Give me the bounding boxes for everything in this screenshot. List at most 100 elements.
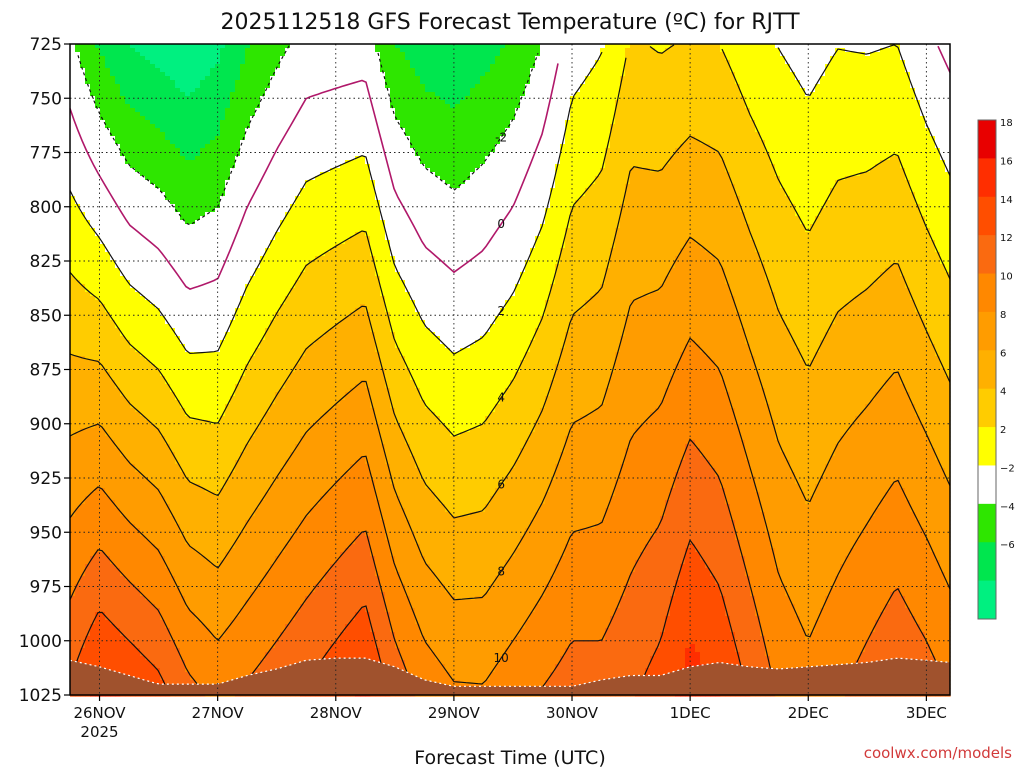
temperature-cell xyxy=(125,648,131,653)
temperature-cell xyxy=(90,344,96,349)
temperature-cell xyxy=(145,288,151,293)
temperature-cell xyxy=(135,452,141,457)
temperature-cell xyxy=(140,212,146,217)
temperature-cell xyxy=(90,152,96,157)
temperature-cell xyxy=(205,668,211,673)
temperature-cell xyxy=(195,180,201,185)
temperature-cell xyxy=(130,116,136,121)
temperature-cell xyxy=(205,240,211,245)
temperature-cell xyxy=(85,44,91,49)
temperature-cell xyxy=(80,172,86,177)
temperature-cell xyxy=(165,196,171,201)
temperature-cell xyxy=(160,156,166,161)
temperature-cell xyxy=(160,216,166,221)
temperature-cell xyxy=(130,412,136,417)
temperature-cell xyxy=(145,472,151,477)
temperature-cell xyxy=(195,508,201,513)
temperature-cell xyxy=(160,576,166,581)
temperature-cell xyxy=(100,468,106,473)
temperature-cell xyxy=(195,92,201,97)
temperature-cell xyxy=(210,264,216,269)
temperature-cell xyxy=(205,60,211,65)
temperature-cell xyxy=(80,348,86,353)
temperature-cell xyxy=(120,540,126,545)
temperature-cell xyxy=(150,540,156,545)
temperature-cell xyxy=(200,504,206,509)
temperature-cell xyxy=(155,420,161,425)
temperature-cell xyxy=(205,444,211,449)
temperature-cell xyxy=(160,652,166,657)
temperature-cell xyxy=(80,340,86,345)
temperature-cell xyxy=(220,308,226,313)
temperature-cell xyxy=(220,316,226,321)
temperature-cell xyxy=(170,116,176,121)
temperature-cell xyxy=(120,364,126,369)
temperature-cell xyxy=(80,76,86,81)
temperature-cell xyxy=(125,668,131,673)
temperature-cell xyxy=(110,284,116,289)
temperature-cell xyxy=(130,268,136,273)
temperature-cell xyxy=(210,592,216,597)
temperature-cell xyxy=(195,128,201,133)
temperature-cell xyxy=(195,376,201,381)
temperature-cell xyxy=(180,180,186,185)
temperature-cell xyxy=(185,348,191,353)
temperature-cell xyxy=(185,356,191,361)
temperature-cell xyxy=(200,672,206,677)
temperature-cell xyxy=(135,124,141,129)
temperature-cell xyxy=(105,468,111,473)
temperature-cell xyxy=(205,480,211,485)
temperature-cell xyxy=(135,660,141,665)
temperature-cell xyxy=(215,392,221,397)
temperature-cell xyxy=(215,388,221,393)
temperature-cell xyxy=(200,344,206,349)
temperature-cell xyxy=(100,596,106,601)
temperature-cell xyxy=(145,224,151,229)
temperature-cell xyxy=(105,500,111,505)
temperature-cell xyxy=(210,552,216,557)
temperature-cell xyxy=(170,280,176,285)
temperature-cell xyxy=(145,520,151,525)
temperature-cell xyxy=(75,60,81,65)
temperature-cell xyxy=(135,340,141,345)
temperature-cell xyxy=(205,560,211,565)
temperature-cell xyxy=(85,252,91,257)
temperature-cell xyxy=(200,620,206,625)
temperature-cell xyxy=(145,676,151,681)
temperature-cell xyxy=(95,268,101,273)
temperature-cell xyxy=(135,628,141,633)
temperature-cell xyxy=(130,292,136,297)
temperature-cell xyxy=(160,492,166,497)
temperature-cell xyxy=(210,412,216,417)
temperature-cell xyxy=(105,408,111,413)
temperature-cell xyxy=(70,452,76,457)
temperature-cell xyxy=(75,236,81,241)
temperature-cell xyxy=(105,216,111,221)
temperature-cell xyxy=(190,328,196,333)
temperature-cell xyxy=(100,308,106,313)
temperature-cell xyxy=(180,264,186,269)
temperature-cell xyxy=(105,648,111,653)
temperature-cell xyxy=(140,252,146,257)
temperature-cell xyxy=(180,240,186,245)
temperature-cell xyxy=(120,140,126,145)
temperature-cell xyxy=(110,664,116,669)
temperature-cell xyxy=(90,44,96,49)
temperature-cell xyxy=(70,384,76,389)
temperature-cell xyxy=(205,48,211,53)
temperature-cell xyxy=(210,580,216,585)
temperature-cell xyxy=(210,340,216,345)
temperature-cell xyxy=(185,48,191,53)
temperature-cell xyxy=(220,152,226,157)
temperature-cell xyxy=(195,132,201,137)
temperature-cell xyxy=(210,344,216,349)
temperature-cell xyxy=(215,612,221,617)
temperature-cell xyxy=(180,616,186,621)
temperature-cell xyxy=(100,64,106,69)
temperature-cell xyxy=(115,664,121,669)
temperature-cell xyxy=(210,440,216,445)
temperature-cell xyxy=(215,512,221,517)
temperature-cell xyxy=(155,396,161,401)
temperature-cell xyxy=(115,100,121,105)
temperature-cell xyxy=(140,500,146,505)
